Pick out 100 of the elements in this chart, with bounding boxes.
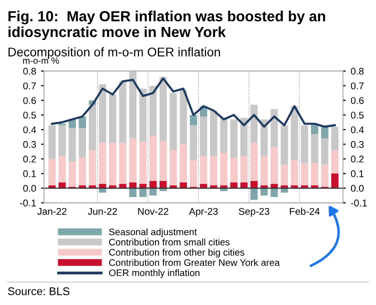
bar: [149, 86, 157, 136]
bar: [58, 125, 66, 156]
bar: [149, 188, 157, 196]
bar: [321, 126, 328, 138]
y-tick-label: 0.1: [23, 170, 36, 178]
y-tick-label: 0.0: [23, 184, 36, 192]
source-note: Source: BLS: [8, 287, 70, 296]
y2-tick-label: 0.6: [350, 97, 364, 104]
bar: [109, 142, 116, 186]
bar: [129, 71, 136, 138]
y-tick-label: 0.5: [23, 112, 36, 119]
bar: [331, 126, 338, 150]
bar: [280, 188, 288, 193]
x-tick-label: Jun-22: [88, 208, 117, 215]
bar: [210, 156, 218, 186]
bar: [321, 164, 328, 187]
y-tick-label: 0.3: [23, 141, 36, 148]
y2-tick-label: 0.4: [350, 126, 364, 134]
x-tick-label: Nov-22: [138, 208, 168, 215]
bar: [270, 109, 278, 148]
y2-tick-label: 0.7: [350, 82, 364, 90]
y2-tick-label: 0.3: [350, 141, 364, 148]
x-tick-label: Feb-24: [290, 208, 320, 215]
bar: [88, 104, 96, 150]
bar: [190, 125, 198, 160]
bar: [160, 141, 167, 181]
legend-label: Contribution from other big cities: [109, 248, 244, 258]
y2-tick-label: 0.1: [350, 170, 364, 178]
bar: [300, 125, 308, 164]
chart-title: Fig. 10: May OER inflation was boosted by an idiosyncratic move in New York: [8, 10, 326, 40]
y2-tick-label: 0.8: [350, 68, 364, 75]
bar: [260, 188, 268, 196]
bar: [230, 157, 238, 182]
bar: [98, 84, 106, 143]
y-tick-label: -0.1: [20, 200, 36, 206]
bar: [270, 188, 278, 197]
chart-subtitle: Decomposition of m-o-m OER inflation: [8, 47, 220, 59]
bar: [220, 118, 228, 154]
bar: [180, 90, 187, 144]
bar: [160, 76, 167, 142]
y-tick-label: 0.6: [23, 97, 36, 104]
bar: [331, 150, 338, 174]
y-tick-label: 0.8: [23, 68, 36, 75]
bar: [48, 125, 56, 159]
bar: [78, 157, 86, 186]
legend-label: Contribution from small cities: [109, 238, 230, 246]
bar: [321, 138, 328, 165]
bar: [250, 104, 258, 143]
bar: [180, 144, 187, 182]
bar: [139, 88, 147, 142]
bar: [240, 156, 248, 182]
line-series: [51, 77, 336, 128]
bar: [300, 163, 308, 186]
bar: [109, 94, 116, 143]
bar: [230, 119, 238, 158]
bar: [200, 156, 208, 184]
bar: [160, 180, 167, 188]
bar: [280, 164, 288, 186]
bar: [270, 147, 278, 184]
bar: [210, 110, 218, 156]
y2-tick-label: 0.2: [350, 156, 364, 163]
bar: [149, 135, 157, 181]
legend-label: Seasonal adjustment: [109, 228, 197, 238]
bar: [250, 188, 258, 200]
bar: [129, 138, 136, 182]
bar: [170, 150, 177, 186]
legend-label: OER monthly inflation: [109, 269, 200, 278]
bar: [139, 141, 147, 184]
y2-tick-label: -0.1: [350, 200, 367, 206]
bar: [311, 134, 318, 164]
bar: [119, 81, 126, 143]
bar: [58, 156, 66, 182]
x-tick-label: Jan-22: [37, 208, 66, 215]
bar: [311, 163, 318, 186]
y-axis-title: m-o-m %: [23, 57, 59, 64]
y2-tick-label: 0.5: [350, 112, 364, 119]
bar: [119, 142, 126, 184]
bar: [331, 174, 338, 188]
bar: [260, 156, 268, 186]
bar: [139, 188, 147, 197]
bar: [260, 119, 268, 156]
bar: [98, 142, 106, 184]
bar: [190, 114, 198, 126]
bar: [78, 128, 86, 158]
bar: [78, 116, 86, 128]
bar: [280, 125, 288, 165]
bar: [190, 160, 198, 187]
bar: [129, 188, 136, 197]
bar: [170, 93, 177, 150]
bar: [68, 128, 76, 162]
y-tick-label: 0.4: [23, 126, 36, 134]
x-tick-label: Sep-23: [238, 208, 270, 217]
bar: [220, 153, 228, 186]
bar: [290, 160, 298, 186]
bar: [290, 106, 298, 160]
bar: [48, 158, 56, 186]
bar: [88, 150, 96, 186]
y-tick-label: 0.2: [23, 156, 36, 163]
bar: [68, 162, 76, 187]
x-tick-label: Apr-23: [188, 208, 218, 217]
